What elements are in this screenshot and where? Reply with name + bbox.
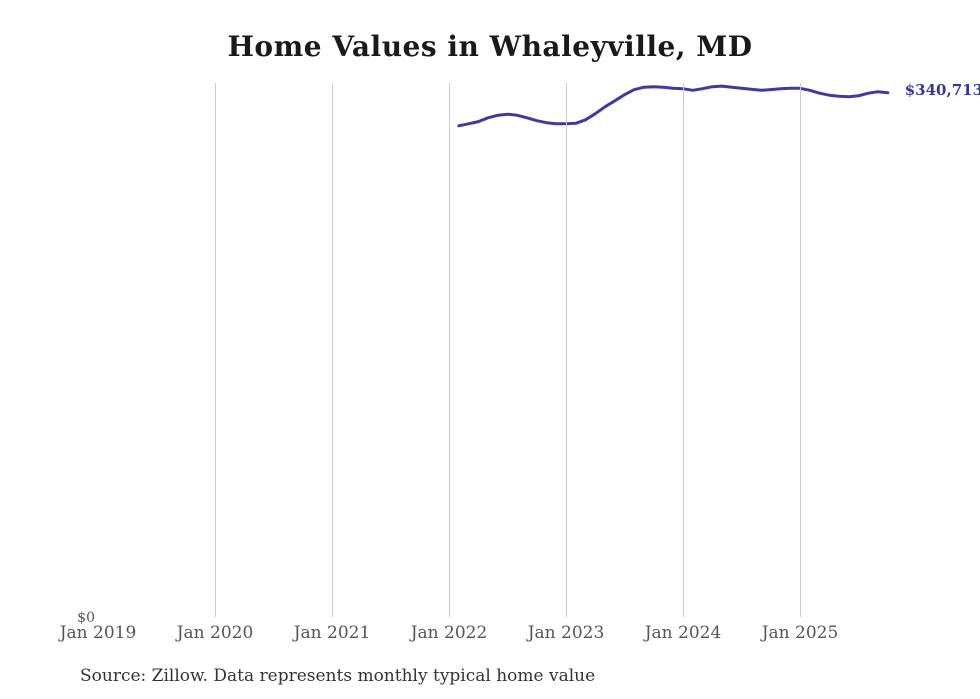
chart-title: Home Values in Whaleyville, MD: [227, 30, 753, 63]
gridline-2025-01: [800, 83, 801, 617]
x-tick-label-2025-01: Jan 2025: [761, 623, 839, 643]
gridline-2023-01: [566, 83, 567, 617]
gridline-2021-01: [332, 83, 333, 617]
x-tick-label-2022-01: Jan 2022: [410, 623, 488, 643]
home-value-line: [457, 84, 890, 128]
gridline-2024-01: [683, 83, 684, 617]
x-tick-label-2020-01: Jan 2020: [176, 623, 254, 643]
source-note: Source: Zillow. Data represents monthly …: [80, 666, 596, 686]
gridline-2020-01: [215, 83, 216, 617]
x-tick-label-2024-01: Jan 2024: [644, 623, 722, 643]
gridline-2022-01: [449, 83, 450, 617]
x-tick-label-2023-01: Jan 2023: [527, 623, 605, 643]
y-axis-zero-label: $0: [77, 610, 95, 626]
x-tick-label-2019-01: Jan 2019: [59, 623, 137, 643]
x-tick-label-2021-01: Jan 2021: [293, 623, 371, 643]
latest-value-label: $340,713: [904, 80, 980, 99]
